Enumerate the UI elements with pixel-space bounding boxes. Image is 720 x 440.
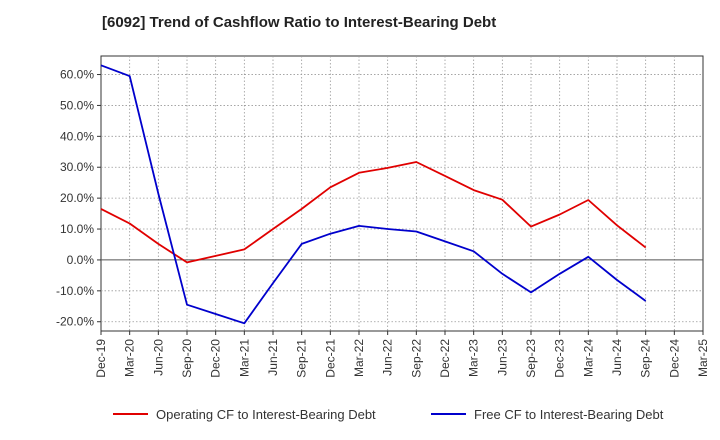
x-tick-label: Jun-21 bbox=[266, 339, 280, 376]
legend-label: Operating CF to Interest-Bearing Debt bbox=[156, 407, 376, 422]
y-tick-label: -10.0% bbox=[56, 284, 94, 298]
x-tick-label: Dec-22 bbox=[438, 339, 452, 378]
grid-lines bbox=[101, 56, 703, 331]
series-line bbox=[100, 64, 647, 325]
plot-area bbox=[100, 55, 704, 332]
x-tick-label: Mar-23 bbox=[467, 339, 481, 377]
x-tick-label: Dec-20 bbox=[209, 339, 223, 378]
x-tick-label: Mar-20 bbox=[123, 339, 137, 377]
legend: Operating CF to Interest-Bearing Debt Fre… bbox=[113, 407, 664, 422]
x-tick-label: Dec-19 bbox=[94, 339, 108, 378]
y-tick-label: 30.0% bbox=[60, 160, 94, 174]
x-tick-label: Dec-21 bbox=[323, 339, 337, 378]
legend-label: Free CF to Interest-Bearing Debt bbox=[474, 407, 664, 422]
x-tick-label: Dec-23 bbox=[553, 339, 567, 378]
series-layer bbox=[100, 64, 647, 325]
y-tick-label: -20.0% bbox=[56, 315, 94, 329]
series-line bbox=[100, 161, 647, 264]
x-tick-label: Jun-22 bbox=[381, 339, 395, 376]
x-tick-label: Sep-22 bbox=[409, 339, 423, 378]
chart-title: [6092] Trend of Cashflow Ratio to Intere… bbox=[102, 14, 497, 31]
y-tick-label: 50.0% bbox=[60, 98, 94, 112]
x-tick-label: Mar-25 bbox=[696, 339, 710, 377]
x-tick-label: Jun-23 bbox=[495, 339, 509, 376]
y-axis: 60.0% 50.0% 40.0% 30.0% 20.0% 10.0% 0.0% -10.0%… bbox=[56, 68, 101, 329]
x-tick-label: Sep-24 bbox=[639, 339, 653, 378]
y-tick-label: 60.0% bbox=[60, 68, 94, 82]
x-tick-label: Mar-22 bbox=[352, 339, 366, 377]
x-tick-label: Dec-24 bbox=[667, 339, 681, 378]
x-tick-label: Sep-21 bbox=[295, 339, 309, 378]
x-tick-label: Jun-20 bbox=[151, 339, 165, 376]
x-axis: Dec-19 Mar-20 Jun-20 Sep-20 Dec-20 Mar-21 Jun-… bbox=[94, 331, 710, 378]
x-tick-label: Sep-20 bbox=[180, 339, 194, 378]
x-tick-label: Mar-24 bbox=[581, 339, 595, 377]
x-tick-label: Sep-23 bbox=[524, 339, 538, 378]
y-tick-label: 0.0% bbox=[67, 253, 95, 267]
x-tick-label: Jun-24 bbox=[610, 339, 624, 376]
y-tick-label: 10.0% bbox=[60, 222, 94, 236]
y-tick-label: 40.0% bbox=[60, 129, 94, 143]
x-tick-label: Mar-21 bbox=[237, 339, 251, 377]
y-tick-label: 20.0% bbox=[60, 191, 94, 205]
